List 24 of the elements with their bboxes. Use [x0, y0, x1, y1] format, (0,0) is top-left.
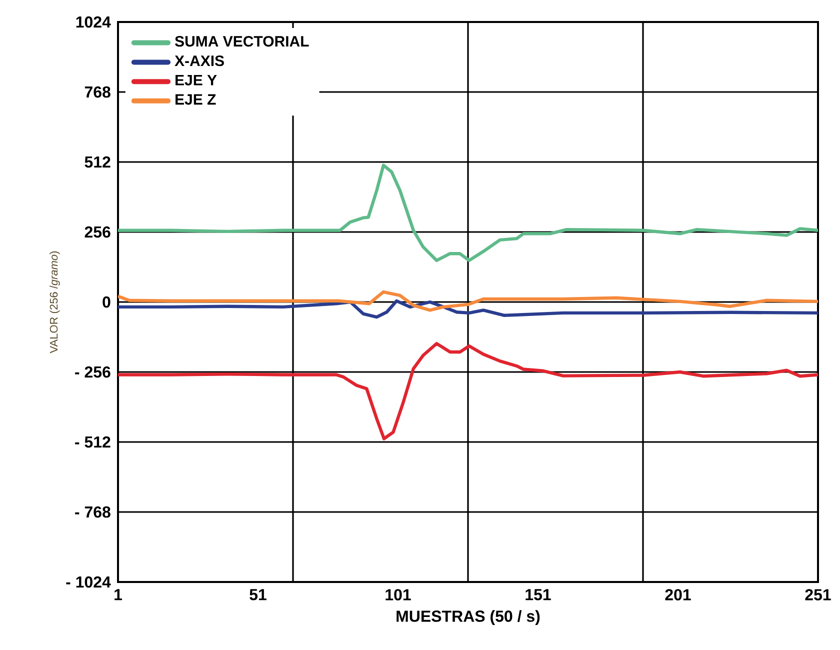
y-tick-label: - 512 — [75, 436, 110, 448]
line-series — [118, 342, 818, 440]
line-series — [118, 164, 818, 262]
legend-label: X-AXIS — [174, 55, 224, 66]
y-tick-label: - 1024 — [66, 576, 111, 588]
legend-label: EJE Z — [176, 94, 216, 105]
legend-label: SUMA VECTORIAL — [174, 36, 309, 47]
y-tick-label: - 768 — [75, 506, 110, 518]
x-tick-label: 251 — [805, 589, 831, 600]
x-tick-label: 1 — [114, 589, 122, 600]
y-tick-label: 1024 — [76, 16, 111, 28]
x-axis-title: MUESTRAS (50 / s) — [396, 610, 540, 626]
x-tick-label: 101 — [386, 589, 411, 600]
y-tick-label: 768 — [84, 86, 110, 98]
x-tick-label: 51 — [250, 589, 266, 600]
line-series — [118, 299, 818, 319]
x-tick-label: 151 — [526, 589, 551, 600]
y-tick-label: 512 — [84, 156, 110, 168]
y-tick-label: - 256 — [75, 366, 110, 378]
legend-label: EJE Y — [176, 74, 217, 86]
y-tick-label: 0 — [102, 296, 110, 308]
x-tick-label: 201 — [665, 589, 691, 600]
y-tick-label: 256 — [84, 226, 110, 238]
y-axis-title: VALOR (256 /gramo) — [50, 251, 60, 354]
